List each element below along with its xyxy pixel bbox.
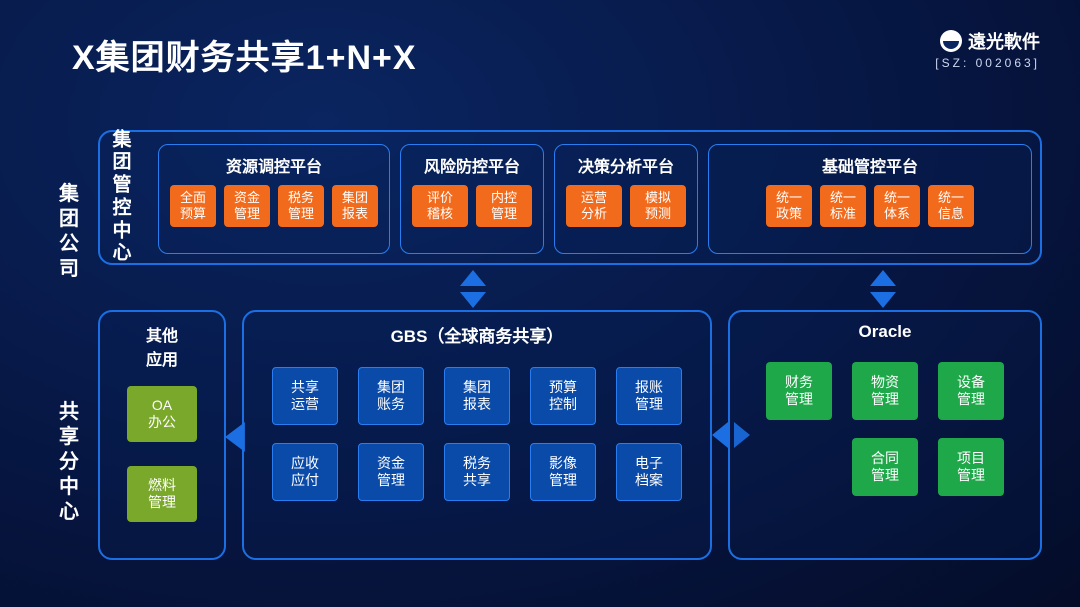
group-control-label: 集团管控中心 — [110, 129, 134, 266]
chip: 燃料 管理 — [127, 466, 197, 522]
chip: OA 办公 — [127, 386, 197, 442]
platform-resource: 资源调控平台 全面 预算资金 管理税务 管理集团 报表 — [158, 144, 390, 254]
oracle-box: Oracle 财务 管理物资 管理设备 管理合同 管理项目 管理 — [728, 310, 1042, 560]
chip: 资金 管理 — [224, 185, 270, 227]
chip-row: 全面 预算资金 管理税务 管理集团 报表 — [169, 185, 379, 227]
platform-title: 基础管控平台 — [719, 153, 1021, 177]
platform-title: 风险防控平台 — [411, 153, 533, 177]
platform-basic: 基础管控平台 统一 政策统一 标准统一 体系统一 信息 — [708, 144, 1032, 254]
chip: 运营 分析 — [566, 185, 622, 227]
chip-grid: 共享 运营集团 账务集团 报表预算 控制报账 管理应收 应付资金 管理税务 共享… — [244, 355, 710, 501]
logo-text: 遠光軟件 — [968, 28, 1040, 54]
arrow-updown-icon — [870, 270, 896, 308]
chip: 统一 信息 — [928, 185, 974, 227]
chip-stack: OA 办公燃料 管理 — [100, 386, 224, 522]
arrow-updown-icon — [460, 270, 486, 308]
chip-row: 运营 分析模拟 预测 — [565, 185, 687, 227]
gbs-box: GBS（全球商务共享） 共享 运营集团 账务集团 报表预算 控制报账 管理应收 … — [242, 310, 712, 560]
chip: 统一 标准 — [820, 185, 866, 227]
chip: 评价 稽核 — [412, 185, 468, 227]
chip: 报账 管理 — [616, 367, 682, 425]
chip-row: 统一 政策统一 标准统一 体系统一 信息 — [719, 185, 1021, 227]
chip-row: 评价 稽核内控 管理 — [411, 185, 533, 227]
chip: 统一 政策 — [766, 185, 812, 227]
chip: 合同 管理 — [852, 438, 918, 496]
page-title: X集团财务共享1+N+X — [72, 30, 417, 79]
platform-decision: 决策分析平台 运营 分析模拟 预测 — [554, 144, 698, 254]
side-label-bot: 共享分中心 — [58, 400, 82, 525]
chip: 税务 管理 — [278, 185, 324, 227]
chip: 税务 共享 — [444, 443, 510, 501]
platform-title: 资源调控平台 — [169, 153, 379, 177]
chip: 集团 账务 — [358, 367, 424, 425]
chip: 设备 管理 — [938, 362, 1004, 420]
chip: 统一 体系 — [874, 185, 920, 227]
gbs-title: GBS（全球商务共享） — [244, 322, 710, 347]
group-control-box: 集团管控中心 资源调控平台 全面 预算资金 管理税务 管理集团 报表 风险防控平… — [98, 130, 1042, 265]
chip: 集团 报表 — [332, 185, 378, 227]
stock-code: [SZ: 002063] — [935, 56, 1040, 70]
chip: 影像 管理 — [530, 443, 596, 501]
chip: 内控 管理 — [476, 185, 532, 227]
chip: 物资 管理 — [852, 362, 918, 420]
chip-grid: 财务 管理物资 管理设备 管理合同 管理项目 管理 — [730, 350, 1040, 496]
chip: 全面 预算 — [170, 185, 216, 227]
platform-title: 决策分析平台 — [565, 153, 687, 177]
platform-risk: 风险防控平台 评价 稽核内控 管理 — [400, 144, 544, 254]
side-label-top: 集团公司 — [58, 182, 82, 282]
chip: 应收 应付 — [272, 443, 338, 501]
other-apps-box: 其他 应用 OA 办公燃料 管理 — [98, 310, 226, 560]
logo: 遠光軟件 [SZ: 002063] — [935, 28, 1040, 70]
chip: 模拟 预测 — [630, 185, 686, 227]
chip: 项目 管理 — [938, 438, 1004, 496]
chip: 资金 管理 — [358, 443, 424, 501]
other-apps-title: 其他 应用 — [100, 322, 224, 370]
chip: 预算 控制 — [530, 367, 596, 425]
chip: 电子 档案 — [616, 443, 682, 501]
chip: 财务 管理 — [766, 362, 832, 420]
chip: 集团 报表 — [444, 367, 510, 425]
chip: 共享 运营 — [272, 367, 338, 425]
logo-mark-icon — [940, 30, 962, 52]
oracle-title: Oracle — [730, 322, 1040, 342]
